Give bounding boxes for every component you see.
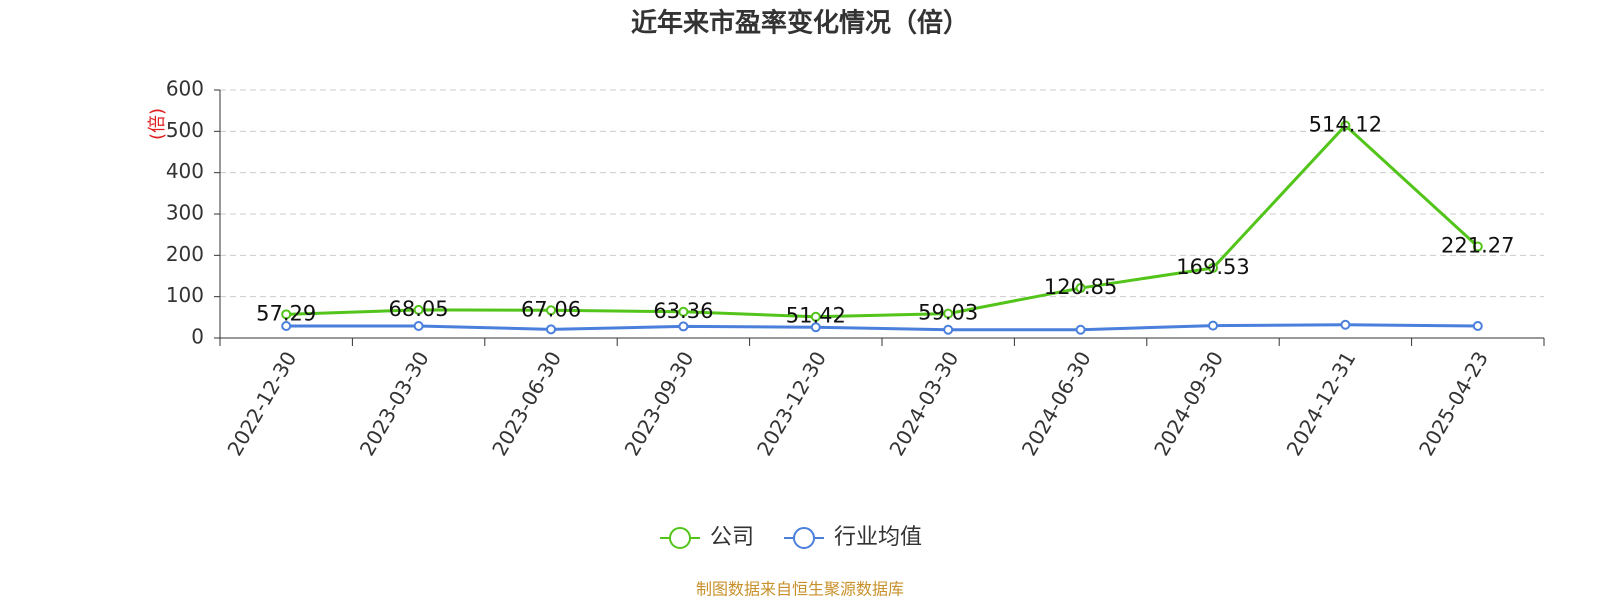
point bbox=[1340, 319, 1351, 330]
x-tick-label: 2023-06-30 bbox=[487, 347, 566, 460]
point bbox=[1472, 321, 1483, 332]
point bbox=[810, 322, 821, 333]
point bbox=[413, 304, 424, 315]
data-label: 67.06 bbox=[521, 297, 581, 321]
x-tick-label: 2022-12-30 bbox=[222, 347, 301, 460]
x-tick-label: 2024-09-30 bbox=[1149, 347, 1228, 460]
data-label: 59.03 bbox=[918, 301, 978, 325]
point bbox=[546, 324, 556, 335]
data-label: 51.42 bbox=[786, 304, 846, 328]
series-line bbox=[286, 123, 1479, 319]
legend-label: 行业均值 bbox=[834, 525, 922, 550]
data-label: 514.12 bbox=[1309, 112, 1382, 136]
point bbox=[1208, 320, 1218, 331]
data-label: 169.53 bbox=[1176, 255, 1249, 279]
x-tick-label: 2024-12-31 bbox=[1282, 347, 1361, 460]
x-tick-label: 2025-04-23 bbox=[1414, 347, 1493, 460]
point bbox=[943, 308, 954, 319]
data-label: 63.36 bbox=[653, 299, 713, 323]
chart-title: 近年来市盈率变化情况（倍） bbox=[631, 8, 969, 39]
legend-label: 公司 bbox=[710, 525, 754, 550]
point bbox=[413, 321, 424, 332]
data-label: 68.05 bbox=[389, 297, 449, 321]
point bbox=[1075, 324, 1086, 335]
point bbox=[810, 311, 821, 322]
data-label: 57.29 bbox=[256, 301, 316, 325]
y-tick-label: 500 bbox=[166, 118, 204, 142]
data-label: 221.27 bbox=[1441, 234, 1514, 258]
y-tick-label: 0 bbox=[191, 325, 204, 349]
y-tick-label: 600 bbox=[166, 77, 204, 101]
point bbox=[1472, 241, 1483, 252]
data-label: 120.85 bbox=[1044, 275, 1117, 299]
y-tick-label: 200 bbox=[166, 242, 204, 266]
point bbox=[678, 306, 689, 317]
point bbox=[943, 324, 954, 335]
point bbox=[281, 321, 292, 332]
y-axis-label: (倍) bbox=[147, 108, 168, 140]
source-note: 制图数据来自恒生聚源数据库 bbox=[696, 580, 904, 599]
legend-marker bbox=[793, 527, 816, 549]
series-line bbox=[286, 323, 1478, 332]
point bbox=[281, 309, 292, 320]
legend-marker bbox=[669, 527, 691, 549]
x-tick-label: 2023-09-30 bbox=[620, 347, 699, 460]
point bbox=[678, 321, 689, 332]
y-tick-label: 100 bbox=[166, 283, 204, 307]
point bbox=[1208, 262, 1218, 273]
x-tick-label: 2023-03-30 bbox=[355, 347, 434, 460]
x-tick-label: 2024-06-30 bbox=[1017, 347, 1096, 460]
x-tick-label: 2024-03-30 bbox=[884, 347, 963, 460]
y-tick-label: 300 bbox=[166, 201, 204, 225]
y-tick-label: 400 bbox=[166, 159, 204, 183]
point bbox=[1075, 283, 1086, 294]
point bbox=[1340, 120, 1351, 131]
point bbox=[546, 305, 556, 316]
x-tick-label: 2023-12-30 bbox=[752, 347, 831, 460]
